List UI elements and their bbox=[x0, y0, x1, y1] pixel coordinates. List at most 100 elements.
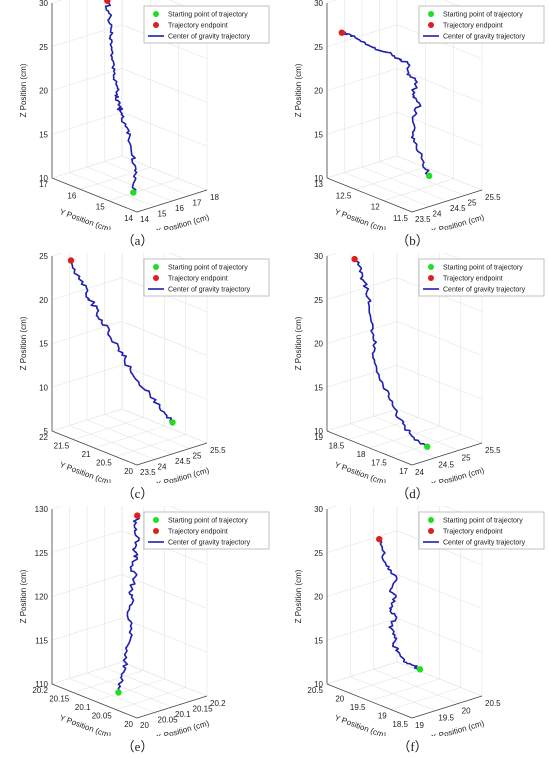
y-tick-label: 12 bbox=[371, 203, 380, 212]
x-tick-label: 25.5 bbox=[485, 193, 501, 202]
x-axis-line bbox=[411, 695, 483, 719]
y-tick-label: 20.2 bbox=[32, 686, 48, 695]
chart-svg-f: 1919.52020.518.51919.52020.51015202530X … bbox=[294, 506, 545, 736]
z-tick-label: 10 bbox=[39, 383, 48, 392]
legend-entry: Trajectory endpoint bbox=[443, 276, 503, 283]
grid-line bbox=[326, 530, 483, 566]
grid-line bbox=[361, 166, 448, 202]
grid-line bbox=[326, 364, 483, 400]
grid-line bbox=[326, 661, 483, 697]
chart-panel-b: 23.5 24 24.5 25 25.5 11.5 12 12.5 13 10 15 20 25 30 X … bbox=[275, 0, 550, 253]
legend-entry: Trajectory endpoint bbox=[443, 529, 503, 536]
y-tick-label: 19 bbox=[314, 433, 323, 442]
y-axis-line bbox=[51, 430, 138, 466]
z-tick-label: 10 bbox=[314, 427, 323, 436]
trajectory-line bbox=[353, 258, 428, 448]
legend-start-marker bbox=[153, 517, 159, 523]
legend-entry: Trajectory endpoint bbox=[168, 276, 228, 283]
x-tick-label: 20.1 bbox=[175, 710, 191, 719]
legend: Starting point of trajectory Trajectory e… bbox=[143, 258, 270, 297]
legend-box bbox=[143, 5, 270, 44]
z-tick-label: 25 bbox=[314, 296, 323, 305]
end-point-marker bbox=[104, 0, 111, 4]
legend-box bbox=[143, 511, 270, 550]
trajectory-line bbox=[104, 0, 138, 194]
z-axis-label: Z Position (cm) bbox=[294, 63, 303, 117]
grid-line bbox=[94, 425, 165, 449]
grid-line bbox=[73, 670, 144, 693]
z-axis-label: Z Position (cm) bbox=[19, 316, 28, 370]
legend-entry: Center of gravity trajectory bbox=[168, 540, 251, 547]
z-tick-label: 15 bbox=[39, 130, 48, 139]
y-tick-label: 15 bbox=[96, 203, 105, 212]
x-tick-label: 25.5 bbox=[210, 446, 226, 455]
z-tick-label: 5 bbox=[44, 427, 49, 436]
end-point-marker bbox=[376, 535, 383, 543]
legend-box bbox=[418, 511, 545, 550]
z-tick-label: 30 bbox=[314, 253, 323, 261]
grid-line bbox=[348, 670, 419, 693]
y-tick-label: 18 bbox=[357, 450, 366, 459]
y-tick-label: 17 bbox=[39, 180, 48, 189]
z-tick-label: 20 bbox=[314, 593, 323, 602]
x-tick-label: 19.5 bbox=[438, 714, 454, 723]
z-tick-label: 15 bbox=[314, 383, 323, 392]
x-tick-label: 25 bbox=[462, 453, 471, 462]
grid-line bbox=[51, 506, 208, 522]
z-tick-label: 10 bbox=[314, 680, 323, 689]
z-tick-label: 20 bbox=[314, 87, 323, 96]
y-tick-label: 20.15 bbox=[49, 695, 70, 704]
grid-line bbox=[326, 68, 483, 103]
caption-f: （f） bbox=[397, 739, 428, 754]
legend-box bbox=[418, 258, 545, 297]
y-tick-label: 13 bbox=[314, 180, 323, 189]
legend-start-marker bbox=[428, 264, 434, 270]
x-axis-line bbox=[136, 695, 208, 719]
grid-line bbox=[69, 172, 155, 207]
grid-line bbox=[51, 0, 208, 16]
z-axis-label: Z Position (cm) bbox=[19, 63, 28, 117]
grid-line bbox=[51, 111, 208, 147]
trajectory-line bbox=[378, 538, 421, 671]
z-tick-label: 25 bbox=[39, 43, 48, 52]
y-tick-label: 22 bbox=[39, 433, 48, 442]
legend: Starting point of trajectory Trajectory e… bbox=[418, 258, 545, 297]
legend-entry: Center of gravity trajectory bbox=[168, 34, 251, 41]
z-tick-label: 20 bbox=[314, 340, 323, 349]
legend-entry: Starting point of trajectory bbox=[168, 265, 248, 272]
start-point-marker bbox=[424, 443, 431, 450]
chart-svg-b: 23.52424.52525.511.51212.5131015202530X … bbox=[294, 0, 545, 230]
grid-line bbox=[379, 161, 465, 196]
y-tick-label: 19 bbox=[378, 712, 387, 721]
z-axis-label: Z Position (cm) bbox=[19, 569, 28, 623]
y-tick-label: 21 bbox=[82, 450, 91, 459]
caption-c: （c） bbox=[121, 486, 154, 501]
z-tick-label: 10 bbox=[314, 174, 323, 183]
grid-line bbox=[326, 155, 483, 191]
grid-line bbox=[108, 178, 179, 201]
y-axis-line bbox=[51, 177, 138, 213]
z-tick-label: 25 bbox=[314, 549, 323, 558]
grid-line bbox=[51, 68, 208, 103]
y-tick-label: 20.5 bbox=[307, 686, 323, 695]
x-tick-label: 24.5 bbox=[450, 204, 466, 213]
z-tick-label: 20 bbox=[39, 296, 48, 305]
legend-start-marker bbox=[428, 517, 434, 523]
grid-line bbox=[326, 253, 483, 269]
legend-end-marker bbox=[153, 22, 159, 28]
y-axis-line bbox=[326, 430, 413, 466]
x-tick-label: 20 bbox=[140, 721, 149, 730]
z-tick-label: 10 bbox=[39, 174, 48, 183]
y-tick-label: 17 bbox=[399, 467, 408, 476]
x-tick-label: 24.5 bbox=[175, 457, 191, 466]
grid-line bbox=[326, 277, 483, 313]
grid-line bbox=[104, 161, 190, 196]
grid-line bbox=[86, 166, 173, 202]
x-tick-label: 25 bbox=[468, 199, 477, 208]
grid-line bbox=[94, 678, 165, 702]
end-point-marker bbox=[134, 512, 141, 519]
legend-box bbox=[143, 258, 270, 297]
z-tick-label: 25 bbox=[39, 253, 48, 261]
z-tick-label: 125 bbox=[35, 549, 49, 558]
y-tick-label: 20.1 bbox=[75, 703, 91, 712]
